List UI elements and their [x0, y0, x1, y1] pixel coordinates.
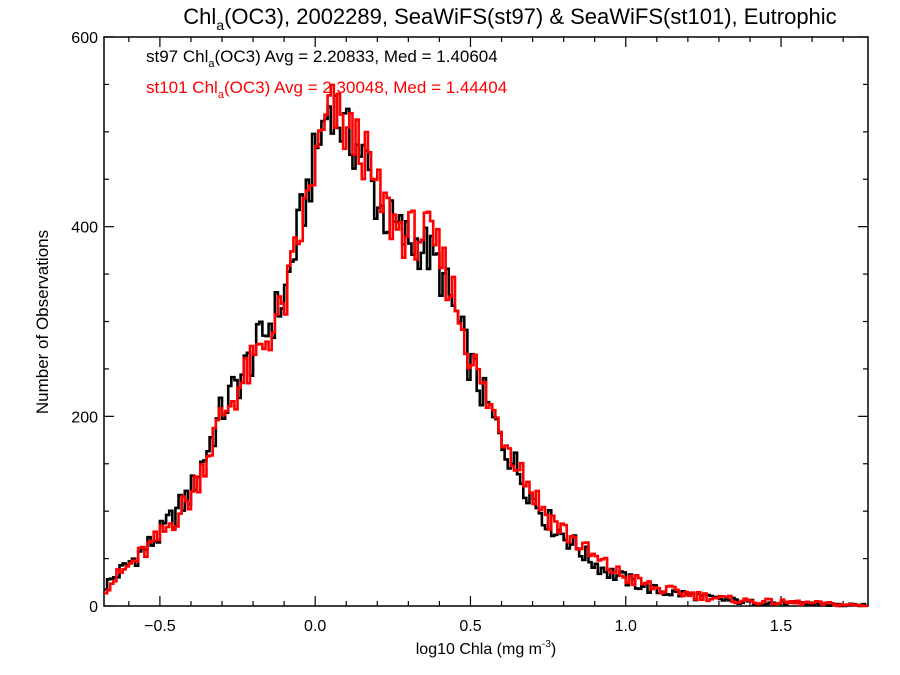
legend-st101-sub: a — [218, 89, 225, 101]
series-st97-line — [104, 94, 868, 608]
legend-st97-prefix: st97 Chl — [146, 47, 208, 66]
chart-title: Chla(OC3), 2002289, SeaWiFS(st97) & SeaW… — [183, 4, 836, 33]
x-tick-label: 1.0 — [615, 618, 637, 635]
chart-title-main: Chl — [183, 4, 216, 29]
legend-st97-sub: a — [208, 58, 215, 70]
series-layer — [104, 83, 868, 608]
plot-frame — [103, 36, 869, 607]
axis-tick-labels: −0.5 0.0 0.5 1.0 1.5 0 200 400 600 — [71, 30, 792, 635]
y-tick-label: 400 — [71, 220, 98, 237]
y-tick-label: 600 — [71, 30, 98, 47]
legend-entry-st101: st101 Chla(OC3) Avg = 2.30048, Med = 1.4… — [146, 78, 507, 101]
legend-st101-prefix: st101 Chl — [146, 78, 218, 97]
y-axis-label: Number of Observations — [33, 230, 52, 414]
series-st101-line — [104, 83, 868, 608]
legend-st97-suffix: (OC3) Avg = 2.20833, Med = 1.40604 — [215, 47, 498, 66]
x-axis-label-sup: -3 — [542, 639, 551, 650]
chart-title-sub: a — [216, 17, 224, 33]
x-axis-label-end: ) — [551, 641, 556, 658]
x-tick-label: 0.0 — [304, 618, 326, 635]
y-tick-label: 0 — [89, 599, 98, 616]
legend-st101-suffix: (OC3) Avg = 2.30048, Med = 1.44404 — [224, 78, 507, 97]
x-tick-label: 0.5 — [459, 618, 481, 635]
x-axis-label: log10 Chla (mg m-3) — [416, 639, 557, 658]
x-tick-label: −0.5 — [144, 618, 176, 635]
x-tick-label: 1.5 — [770, 618, 792, 635]
chart-title-rest: (OC3), 2002289, SeaWiFS(st97) & SeaWiFS(… — [224, 4, 837, 29]
legend-entry-st97: st97 Chla(OC3) Avg = 2.20833, Med = 1.40… — [146, 47, 498, 70]
axis-ticks — [104, 36, 868, 607]
y-tick-label: 200 — [71, 409, 98, 426]
x-axis-label-main: log10 Chla (mg m — [416, 641, 542, 658]
